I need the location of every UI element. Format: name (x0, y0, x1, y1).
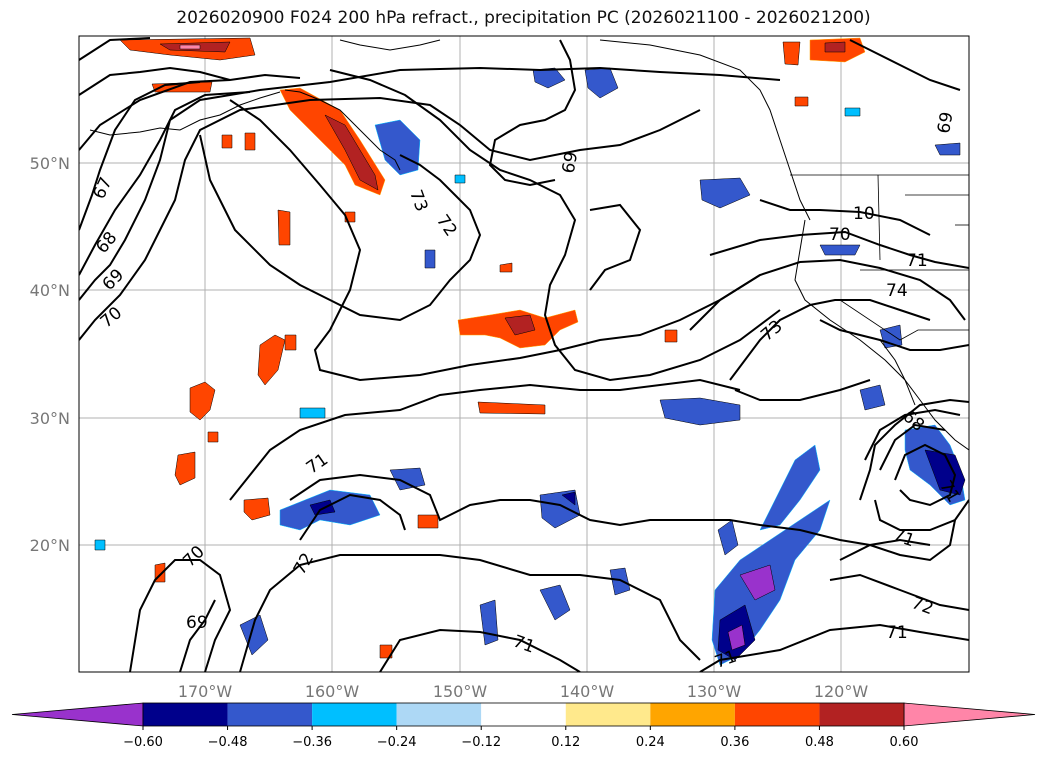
colorbar-segment (227, 703, 313, 726)
longitude-labels: 170°W 160°W 150°W 140°W 130°W 120°W (178, 682, 869, 701)
lat-label: 40°N (30, 281, 70, 300)
colorbar-segment (565, 703, 651, 726)
colorbar-segment (481, 703, 566, 726)
contour-label: 74 (886, 281, 908, 301)
colorbar-segment (734, 703, 820, 726)
colorbar-tick-label: −0.24 (377, 735, 417, 750)
lon-label: 170°W (178, 682, 233, 701)
lon-label: 130°W (687, 682, 742, 701)
contour-label: 71 (906, 251, 928, 271)
lat-label: 30°N (30, 409, 70, 428)
plot-frame (78, 35, 970, 673)
colorbar-tick-label: −0.36 (292, 735, 332, 750)
plot-area (79, 36, 969, 672)
refractivity-contours (79, 37, 969, 672)
colorbar-segment (312, 703, 397, 726)
colorbar: −0.60 −0.48 −0.36 −0.24 −0.12 0.12 0.24 0.36 0.4… (11, 702, 1036, 750)
coastlines (89, 39, 969, 451)
positive-anomaly-shading (119, 37, 866, 659)
colorbar-segment (396, 703, 482, 726)
lat-label: 20°N (30, 536, 70, 555)
colorbar-tick-label: 0.24 (636, 735, 665, 750)
colorbar-segment (650, 703, 735, 726)
lon-label: 120°W (814, 682, 869, 701)
contour-label: 71 (886, 623, 908, 643)
contour-label: 69 (934, 110, 957, 135)
contour-label: 69 (559, 150, 582, 175)
negative-anomaly-shading (94, 67, 966, 666)
contour-label: 70 (829, 225, 851, 245)
lon-label: 150°W (433, 682, 488, 701)
contour-label: 10 (853, 204, 875, 224)
colorbar-extend-high (903, 702, 1036, 727)
colorbar-segment (143, 703, 228, 726)
lat-label: 50°N (30, 154, 70, 173)
colorbar-tick-label: 0.36 (720, 735, 749, 750)
colorbar-frame (142, 702, 905, 727)
lon-label: 160°W (305, 682, 360, 701)
colorbar-tick-label: 0.12 (551, 735, 580, 750)
colorbar-tick-label: −0.60 (123, 735, 163, 750)
colorbar-tick-label: 0.60 (890, 735, 919, 750)
lon-label: 140°W (560, 682, 615, 701)
colorbar-tick-label: −0.48 (208, 735, 248, 750)
colorbar-tick-label: −0.12 (461, 735, 501, 750)
colorbar-extend-low (11, 702, 144, 727)
latitude-labels: 50°N 40°N 30°N 20°N (30, 154, 70, 555)
map-title: 2026020900 F024 200 hPa refract., precip… (176, 8, 871, 28)
colorbar-tick-label: 0.48 (805, 735, 834, 750)
contour-label: 69 (186, 613, 208, 633)
colorbar-segment (819, 703, 904, 726)
